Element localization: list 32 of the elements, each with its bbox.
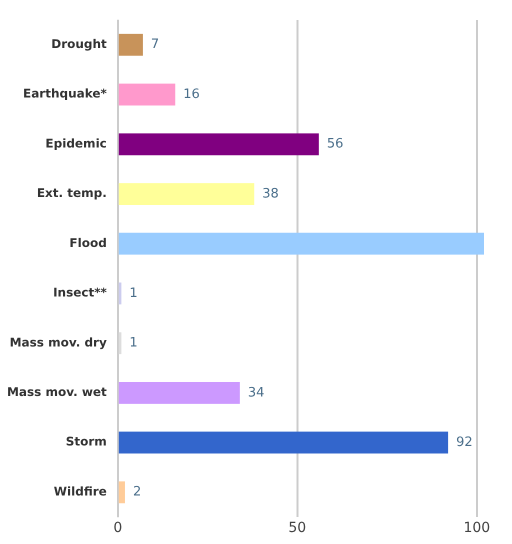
bar [118, 133, 319, 156]
data-label: 56 [326, 136, 344, 152]
data-label: 92 [456, 434, 473, 450]
data-label: 16 [183, 86, 200, 102]
bar [118, 282, 122, 304]
y-tick-label: Wildfire [54, 484, 107, 498]
data-label: 1 [129, 336, 138, 351]
data-label: 2 [132, 484, 142, 500]
x-tick-label: 100 [463, 520, 490, 536]
y-tick-label: Epidemic [45, 136, 107, 150]
x-tick-label: 50 [288, 520, 306, 536]
y-tick-label: Mass mov. dry [10, 335, 107, 350]
bar [118, 432, 448, 454]
data-label: 7 [150, 37, 160, 52]
y-tick-label: Drought [51, 36, 108, 51]
bar [118, 34, 143, 56]
y-tick-label: Flood [69, 236, 107, 250]
bar [118, 232, 484, 255]
data-label: 34 [248, 385, 264, 400]
data-label: 38 [262, 186, 279, 202]
y-tick-label: Ext. temp. [36, 186, 107, 200]
bar [118, 382, 240, 404]
x-tick-label: 0 [113, 520, 122, 536]
bar [118, 183, 254, 205]
data-label: 1 [129, 286, 138, 301]
y-tick-label: Insect** [53, 286, 108, 300]
bar [118, 84, 176, 106]
y-tick-label: Storm [66, 434, 107, 449]
bar [118, 481, 125, 504]
bar [118, 332, 122, 354]
y-tick-label: Earthquake* [22, 86, 108, 101]
y-tick-label: Mass mov. wet [6, 385, 108, 400]
